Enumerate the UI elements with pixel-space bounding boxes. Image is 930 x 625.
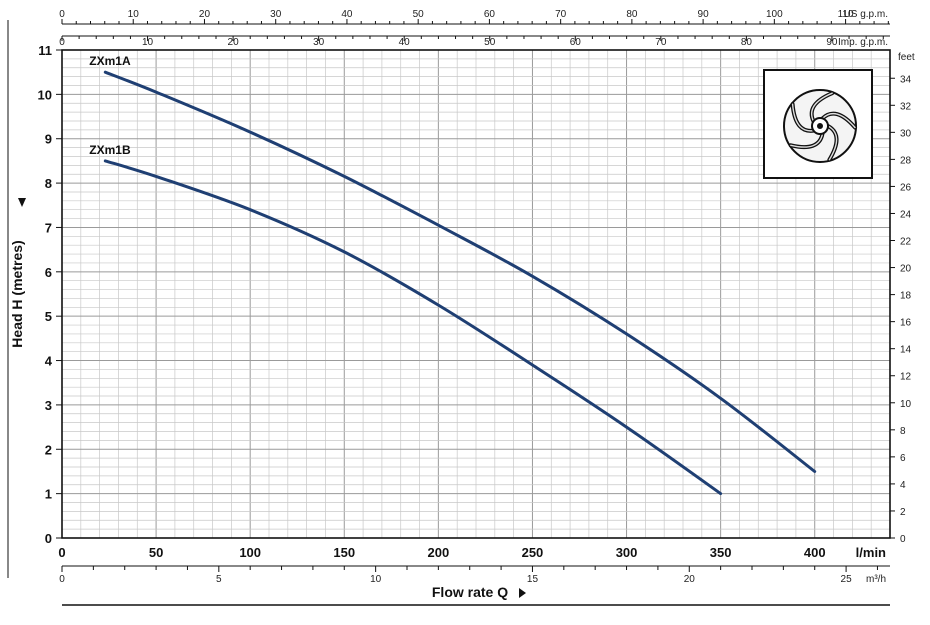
y-tick-label: 7 — [45, 220, 52, 235]
feet-tick-label: 6 — [900, 453, 906, 464]
series-label-zxm1b: ZXm1B — [89, 143, 131, 157]
imp-gpm-tick-label: 20 — [228, 37, 240, 48]
feet-tick-label: 10 — [900, 399, 912, 410]
us-gpm-tick-label: 80 — [626, 9, 638, 20]
feet-tick-label: 24 — [900, 209, 912, 220]
series-line-zxm1a — [103, 70, 817, 473]
x-tick-label: 0 — [58, 545, 65, 560]
feet-unit-label: feet — [898, 52, 915, 63]
feet-tick-label: 28 — [900, 155, 912, 166]
imp-gpm-tick-label: 0 — [59, 37, 65, 48]
m3h-tick-label: 20 — [684, 574, 696, 585]
y-tick-label: 11 — [38, 43, 52, 58]
feet-tick-label: 26 — [900, 182, 912, 193]
imp-gpm-tick-label: 30 — [313, 37, 325, 48]
us-gpm-tick-label: 60 — [484, 9, 496, 20]
impeller-vane-highlight — [810, 92, 833, 122]
feet-tick-label: 32 — [900, 101, 912, 112]
imp-gpm-tick-label: 50 — [484, 37, 496, 48]
imp-gpm-tick-label: 10 — [142, 37, 154, 48]
imp-gpm-tick-label: 60 — [570, 37, 582, 48]
us-gpm-tick-label: 20 — [199, 9, 211, 20]
impeller-vane-highlight — [827, 125, 838, 161]
y-tick-label: 10 — [38, 87, 52, 102]
imp-gpm-unit-label: Imp. g.p.m. — [838, 37, 888, 48]
feet-tick-label: 16 — [900, 318, 912, 329]
y-tick-label: 4 — [45, 354, 53, 369]
y-axis-arrow-icon — [18, 198, 26, 207]
impeller-vane-highlight — [821, 112, 856, 129]
m3h-unit-label: m³/h — [866, 574, 886, 585]
feet-tick-label: 2 — [900, 507, 906, 518]
y-tick-label: 1 — [45, 487, 52, 502]
axis-titles: Head H (metres) Flow rate Q — [7, 20, 890, 606]
impeller-vane-highlight — [791, 103, 815, 132]
m3h-tick-label: 0 — [59, 574, 65, 585]
x-tick-label: 400 — [804, 545, 826, 560]
y-tick-label: 0 — [45, 531, 52, 546]
y-tick-label: 9 — [45, 132, 52, 147]
y-axis-title: Head H (metres) — [9, 240, 25, 347]
y-tick-label: 5 — [45, 309, 52, 324]
y-tick-label: 8 — [45, 176, 52, 191]
x-tick-label: 300 — [616, 545, 638, 560]
us-gpm-tick-label: 70 — [555, 9, 567, 20]
x-unit-label: l/min — [856, 545, 886, 560]
us-gpm-unit-label: US g.p.m. — [844, 9, 888, 20]
feet-tick-label: 14 — [900, 345, 912, 356]
y-tick-label: 6 — [45, 265, 52, 280]
feet-tick-label: 18 — [900, 291, 912, 302]
m3h-tick-label: 5 — [216, 574, 222, 585]
x-axis-title: Flow rate Q — [432, 584, 508, 600]
impeller-inset — [763, 69, 873, 179]
us-gpm-tick-label: 40 — [341, 9, 353, 20]
us-gpm-tick-label: 10 — [128, 9, 140, 20]
us-gpm-tick-label: 90 — [698, 9, 710, 20]
imp-gpm-tick-label: 80 — [741, 37, 753, 48]
x-tick-label: 50 — [149, 545, 163, 560]
impeller-icon — [783, 89, 857, 163]
x-tick-label: 200 — [428, 545, 450, 560]
impeller-shaft — [817, 123, 823, 129]
plot-border — [61, 49, 891, 539]
series-label-zxm1a: ZXm1A — [89, 54, 131, 68]
us-gpm-tick-label: 50 — [413, 9, 425, 20]
x-tick-label: 100 — [239, 545, 261, 560]
x-axis-arrow-icon — [519, 588, 526, 598]
axes: 0123456789101102468101214161820222426283… — [38, 9, 915, 585]
y-tick-label: 3 — [45, 398, 52, 413]
y-tick-label: 2 — [45, 442, 52, 457]
feet-tick-label: 34 — [900, 74, 912, 85]
imp-gpm-tick-label: 90 — [826, 37, 838, 48]
series-lines: ZXm1A ZXm1B — [89, 54, 817, 496]
grid — [61, 49, 891, 539]
us-gpm-tick-label: 30 — [270, 9, 282, 20]
us-gpm-tick-label: 110 — [838, 9, 854, 20]
impeller-vane-highlight — [790, 132, 824, 148]
feet-tick-label: 12 — [900, 372, 912, 383]
x-tick-label: 150 — [333, 545, 355, 560]
m3h-tick-label: 25 — [841, 574, 853, 585]
feet-tick-label: 20 — [900, 264, 912, 275]
plot-frame — [61, 49, 891, 539]
m3h-tick-label: 10 — [370, 574, 382, 585]
feet-tick-label: 4 — [900, 480, 906, 491]
feet-tick-label: 8 — [900, 426, 906, 437]
feet-tick-label: 30 — [900, 128, 912, 139]
m3h-tick-label: 15 — [527, 574, 539, 585]
x-tick-label: 250 — [522, 545, 544, 560]
feet-tick-label: 0 — [900, 534, 906, 545]
imp-gpm-tick-label: 70 — [655, 37, 667, 48]
x-tick-label: 350 — [710, 545, 732, 560]
series-line-zxm1b — [103, 159, 723, 496]
us-gpm-tick-label: 100 — [766, 9, 783, 20]
imp-gpm-tick-label: 40 — [399, 37, 411, 48]
feet-tick-label: 22 — [900, 237, 912, 248]
us-gpm-tick-label: 0 — [59, 9, 65, 20]
